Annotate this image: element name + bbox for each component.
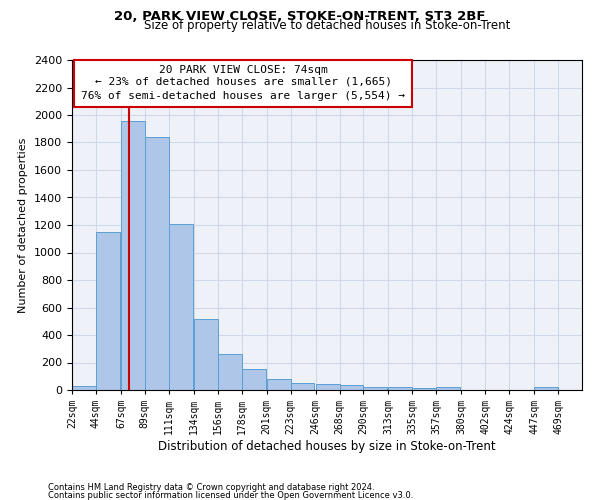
Bar — [364, 387, 388, 390]
Bar — [96, 232, 120, 390]
Bar — [194, 319, 218, 390]
Bar — [145, 137, 169, 390]
Bar — [412, 388, 436, 390]
Bar — [242, 368, 266, 390]
X-axis label: Distribution of detached houses by size in Stoke-on-Trent: Distribution of detached houses by size … — [158, 440, 496, 453]
Bar — [290, 383, 314, 390]
Bar — [72, 386, 96, 390]
Bar — [316, 384, 340, 390]
Bar — [534, 387, 558, 390]
Bar — [388, 386, 412, 390]
FancyBboxPatch shape — [74, 60, 412, 107]
Bar — [266, 379, 290, 390]
Text: ← 23% of detached houses are smaller (1,665): ← 23% of detached houses are smaller (1,… — [95, 77, 392, 87]
Text: 20 PARK VIEW CLOSE: 74sqm: 20 PARK VIEW CLOSE: 74sqm — [159, 64, 328, 74]
Bar — [121, 120, 145, 390]
Text: Contains public sector information licensed under the Open Government Licence v3: Contains public sector information licen… — [48, 490, 413, 500]
Bar — [436, 387, 460, 390]
Y-axis label: Number of detached properties: Number of detached properties — [19, 138, 28, 312]
Title: Size of property relative to detached houses in Stoke-on-Trent: Size of property relative to detached ho… — [144, 20, 510, 32]
Text: 20, PARK VIEW CLOSE, STOKE-ON-TRENT, ST3 2BF: 20, PARK VIEW CLOSE, STOKE-ON-TRENT, ST3… — [114, 10, 486, 23]
Bar — [218, 354, 242, 390]
Bar — [169, 224, 193, 390]
Bar — [340, 384, 364, 390]
Text: 76% of semi-detached houses are larger (5,554) →: 76% of semi-detached houses are larger (… — [81, 91, 405, 101]
Text: Contains HM Land Registry data © Crown copyright and database right 2024.: Contains HM Land Registry data © Crown c… — [48, 484, 374, 492]
